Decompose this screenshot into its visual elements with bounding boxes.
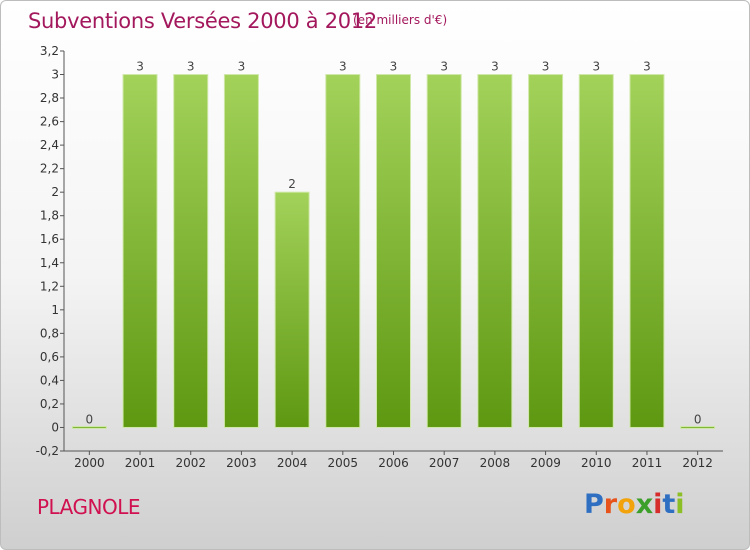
x-tick-label: 2004 [277, 456, 308, 470]
proxiti-logo: Proxiti [584, 489, 685, 520]
logo-letter: P [584, 489, 604, 520]
x-tick-label: 2002 [175, 456, 206, 470]
y-tick-label: 0,4 [40, 373, 59, 387]
logo-letter: x [635, 489, 654, 520]
bar-value-label: 0 [86, 412, 94, 426]
bar-2001 [122, 74, 158, 428]
y-tick-label: 3,2 [40, 44, 59, 58]
y-tick-label: 1,8 [40, 209, 59, 223]
bar-value-label: 3 [542, 60, 550, 74]
y-tick-label: -0,2 [36, 444, 59, 458]
x-tick-label: 2009 [530, 456, 561, 470]
commune-name: PLAGNOLE [37, 495, 140, 519]
bar-value-label: 3 [238, 60, 246, 74]
bar-2004 [274, 191, 310, 428]
x-tick-label: 2005 [328, 456, 359, 470]
x-tick-label: 2003 [226, 456, 257, 470]
bar-2007 [426, 74, 462, 428]
bar-value-label: 0 [694, 412, 702, 426]
x-tick-label: 2001 [125, 456, 156, 470]
bar-value-label: 3 [339, 60, 347, 74]
logo-letter: r [603, 489, 618, 520]
x-tick-label: 2006 [378, 456, 409, 470]
logo-letter: t [662, 489, 676, 520]
x-tick-label: 2000 [74, 456, 105, 470]
bar-value-label: 2 [288, 177, 296, 191]
x-tick-label: 2008 [480, 456, 511, 470]
y-tick-label: 0 [51, 420, 59, 434]
bar-2005 [325, 74, 361, 428]
y-tick-label: 2,8 [40, 91, 59, 105]
y-tick-label: 1 [51, 303, 59, 317]
bar-2008 [477, 74, 513, 428]
bar-2009 [528, 74, 564, 428]
logo-letter: i [653, 489, 663, 520]
bar-value-label: 3 [491, 60, 499, 74]
bar-2010 [578, 74, 614, 428]
bar-2002 [173, 74, 209, 428]
x-tick-label: 2012 [682, 456, 713, 470]
x-tick-label: 2007 [429, 456, 460, 470]
bar-2000 [71, 425, 107, 429]
y-tick-label: 1,4 [40, 256, 59, 270]
bar-value-label: 3 [136, 60, 144, 74]
bar-value-label: 3 [592, 60, 600, 74]
y-tick-label: 1,6 [40, 232, 59, 246]
x-tick-label: 2010 [581, 456, 612, 470]
chart-axes: 3,2 3 2,8 2,6 2,4 2,2 2 1,8 1,6 1,4 1,2 1 0,8 0,6 0,4 0… [36, 44, 723, 470]
y-tick-label: 2,2 [40, 162, 59, 176]
y-tick-label: 2,4 [40, 138, 59, 152]
chart-bars: 0 3 3 3 2 3 3 3 3 3 3 3 0 [71, 60, 716, 429]
y-tick-label: 2 [51, 185, 59, 199]
bar-2003 [223, 74, 259, 428]
y-tick-label: 0,6 [40, 350, 59, 364]
y-tick-label: 0,2 [40, 397, 59, 411]
bar-value-label: 3 [643, 60, 651, 74]
bar-value-label: 3 [440, 60, 448, 74]
x-tick-label: 2011 [632, 456, 663, 470]
bar-value-label: 3 [390, 60, 398, 74]
bar-value-label: 3 [187, 60, 195, 74]
chart-title: Subventions Versées 2000 à 2012 [28, 9, 377, 33]
bar-2012 [680, 425, 716, 429]
y-tick-label: 2,6 [40, 115, 59, 129]
bar-2006 [376, 74, 411, 428]
chart-subtitle: (en milliers d'€) [353, 13, 448, 27]
logo-letter: i [675, 489, 685, 520]
y-tick-label: 1,2 [40, 279, 59, 293]
bar-2011 [629, 74, 665, 428]
y-tick-label: 3 [51, 68, 59, 82]
y-tick-label: 0,8 [40, 326, 59, 340]
logo-letter: o [617, 489, 636, 520]
